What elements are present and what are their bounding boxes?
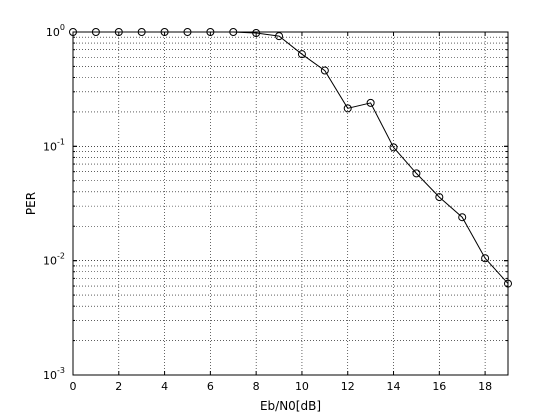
data-point-marker [412, 169, 421, 178]
data-point-marker [435, 193, 444, 202]
x-tick-label: 10 [295, 380, 309, 393]
data-point-marker [275, 32, 284, 41]
data-point-marker [114, 28, 123, 36]
data-point-marker [252, 29, 261, 38]
y-tick-label: 10-1 [43, 137, 65, 153]
plot-area-frame [72, 31, 509, 376]
data-point-marker [91, 28, 100, 36]
x-tick-label: 16 [432, 380, 446, 393]
data-point-marker [343, 104, 352, 113]
x-tick-label: 8 [253, 380, 260, 393]
y-axis-label: PER [24, 192, 38, 215]
y-tick-label: 100 [46, 23, 65, 39]
data-point-marker [389, 143, 398, 152]
data-point-marker [297, 50, 306, 59]
x-axis-label: Eb/N0[dB] [260, 399, 321, 413]
data-point-marker [206, 28, 215, 36]
x-tick-label: 6 [207, 380, 214, 393]
data-point-marker [320, 66, 329, 75]
y-tick-label: 10-3 [43, 366, 65, 382]
grid [73, 32, 508, 375]
data-point-marker [160, 28, 169, 36]
data-point-marker [481, 254, 490, 263]
data-point-marker [504, 279, 512, 288]
x-tick-label: 0 [70, 380, 77, 393]
data-point-marker [229, 28, 238, 36]
data-point-marker [183, 28, 192, 36]
axis-ticks: 0 2 4 6 8 10 12 14 16 18 10-3 10-2 10-1 100 [43, 23, 508, 393]
data-series [69, 28, 512, 288]
x-tick-label: 12 [341, 380, 355, 393]
x-tick-label: 18 [478, 380, 492, 393]
y-tick-label: 10-2 [43, 252, 65, 268]
data-point-marker [69, 28, 77, 36]
x-tick-label: 4 [161, 380, 168, 393]
x-tick-label: 2 [115, 380, 122, 393]
x-tick-label: 14 [387, 380, 401, 393]
data-point-marker [366, 98, 375, 107]
data-point-marker [137, 28, 146, 36]
data-point-marker [458, 213, 467, 222]
